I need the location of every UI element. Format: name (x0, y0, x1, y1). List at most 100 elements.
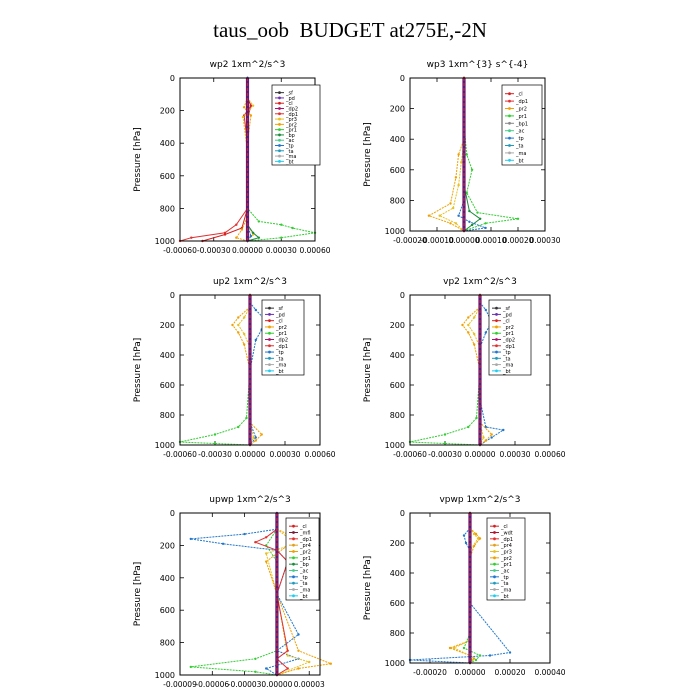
legend-label: _dp1 (515, 99, 528, 105)
legend-marker (508, 158, 511, 162)
data-point-pr2 (297, 649, 300, 652)
data-point-pr1 (443, 433, 447, 436)
legend-label: _dp2 (502, 338, 515, 344)
y-tick-label: 1000 (385, 441, 405, 450)
legend-label: _bp (299, 562, 309, 568)
legend-marker (292, 524, 295, 528)
legend-marker (292, 594, 295, 598)
y-tick-label: 800 (160, 204, 175, 213)
legend-marker (278, 96, 281, 100)
x-tick-label: 0.00030 (266, 246, 297, 255)
legend-marker (268, 369, 271, 373)
legend-marker (508, 136, 511, 140)
data-point-pr2 (237, 316, 240, 319)
x-tick-label: 0.00000 (232, 246, 263, 255)
legend-marker (493, 537, 496, 541)
legend-label: _bt (515, 158, 524, 164)
data-point-tp (249, 234, 253, 238)
chart-title: upwp 1xm^2/s^3 (209, 495, 290, 505)
legend-label: _cl (285, 101, 293, 107)
data-point-tp (484, 226, 487, 230)
legend-label: _pr1 (299, 556, 311, 562)
x-tick-label: 0.00010 (475, 236, 506, 245)
data-point-pr2 (449, 222, 452, 225)
data-point-dp1 (223, 231, 227, 234)
data-point-dp1 (190, 236, 193, 239)
data-point-pr3 (454, 222, 458, 225)
data-point-pr1 (237, 425, 240, 429)
y-tick-label: 200 (390, 539, 405, 548)
legend-label: _bt (285, 159, 294, 165)
chart-title: vpwp 1xm^2/s^3 (439, 495, 520, 505)
legend-marker (268, 350, 271, 354)
data-point-pr3 (473, 332, 476, 336)
series-line-dp1 (179, 97, 252, 242)
data-point-tp (468, 220, 471, 223)
y-tick-label: 400 (160, 574, 175, 583)
chart-panel-4: vp2 1xm^2/s^3 Pressure [hPa] 0 200 400 600 800… (363, 277, 566, 459)
data-point-tp (254, 338, 257, 342)
legend-marker (495, 356, 498, 360)
legend-label: _pr4 (299, 543, 311, 549)
legend-label: _bp (285, 133, 295, 139)
legend-marker (278, 128, 281, 132)
series-line-tp (249, 302, 269, 446)
data-point-bp (257, 236, 260, 239)
legend-marker (493, 569, 496, 572)
x-tick-label: 0.00020 (494, 668, 525, 677)
y-tick-label: 200 (160, 321, 175, 330)
legend-marker (292, 581, 295, 585)
y-axis-label: Pressure [hPa] (133, 562, 143, 627)
y-axis-label: Pressure [hPa] (133, 338, 143, 403)
y-tick-label: 600 (390, 381, 405, 390)
legend-marker (493, 543, 496, 547)
y-tick-label: 400 (160, 351, 175, 360)
legend-marker (292, 556, 295, 560)
data-point-pr3 (251, 104, 255, 107)
legend-label: _ta (299, 581, 308, 587)
legend-label: _tp (500, 575, 509, 581)
legend-box (501, 84, 543, 166)
x-tick-label: -0.00009 (163, 680, 197, 689)
data-point-pr3 (438, 214, 441, 217)
legend-label: _bt (502, 369, 511, 375)
legend-marker (278, 159, 281, 163)
data-point-pr1 (213, 433, 217, 436)
data-point-pr1 (462, 646, 466, 650)
legend-marker (495, 344, 498, 348)
series-line-pr1 (190, 528, 278, 676)
legend-label: _ma (515, 151, 526, 157)
x-tick-label: 0.00000 (464, 450, 495, 459)
data-point-pr3 (452, 206, 455, 210)
x-tick-label: 0.00000 (448, 236, 479, 245)
data-point-pr2 (329, 662, 332, 665)
x-tick-label: -0.00010 (420, 236, 454, 245)
legend-label: _bt (275, 369, 284, 375)
legend-box (285, 517, 320, 601)
legend-marker (495, 325, 498, 329)
data-point-tp (508, 651, 512, 654)
y-tick-label: 0 (170, 74, 175, 83)
legend-marker (292, 543, 295, 547)
y-tick-label: 400 (160, 139, 175, 148)
plot-frame (179, 512, 321, 676)
data-point-pr2 (457, 153, 460, 156)
y-tick-label: 200 (390, 321, 405, 330)
data-point-pr3 (308, 660, 311, 664)
legend-label: _dp1 (502, 344, 515, 350)
legend-marker (493, 550, 496, 553)
x-tick-label: 0.00030 (269, 450, 300, 459)
data-point-tp (265, 667, 268, 670)
data-point-pr1 (470, 168, 474, 171)
y-tick-label: 1000 (155, 671, 175, 680)
legend-label: _ta (275, 356, 284, 362)
data-point-tp (490, 436, 493, 439)
data-point-tp (254, 436, 257, 439)
data-point-pr3 (467, 323, 470, 327)
legend-marker (508, 92, 511, 96)
y-tick-label: 1000 (385, 659, 405, 668)
series-line-pr2 (461, 306, 493, 446)
y-tick-label: 1000 (155, 237, 175, 246)
series-line-pr3 (467, 306, 485, 446)
data-point-pr1 (475, 416, 478, 420)
